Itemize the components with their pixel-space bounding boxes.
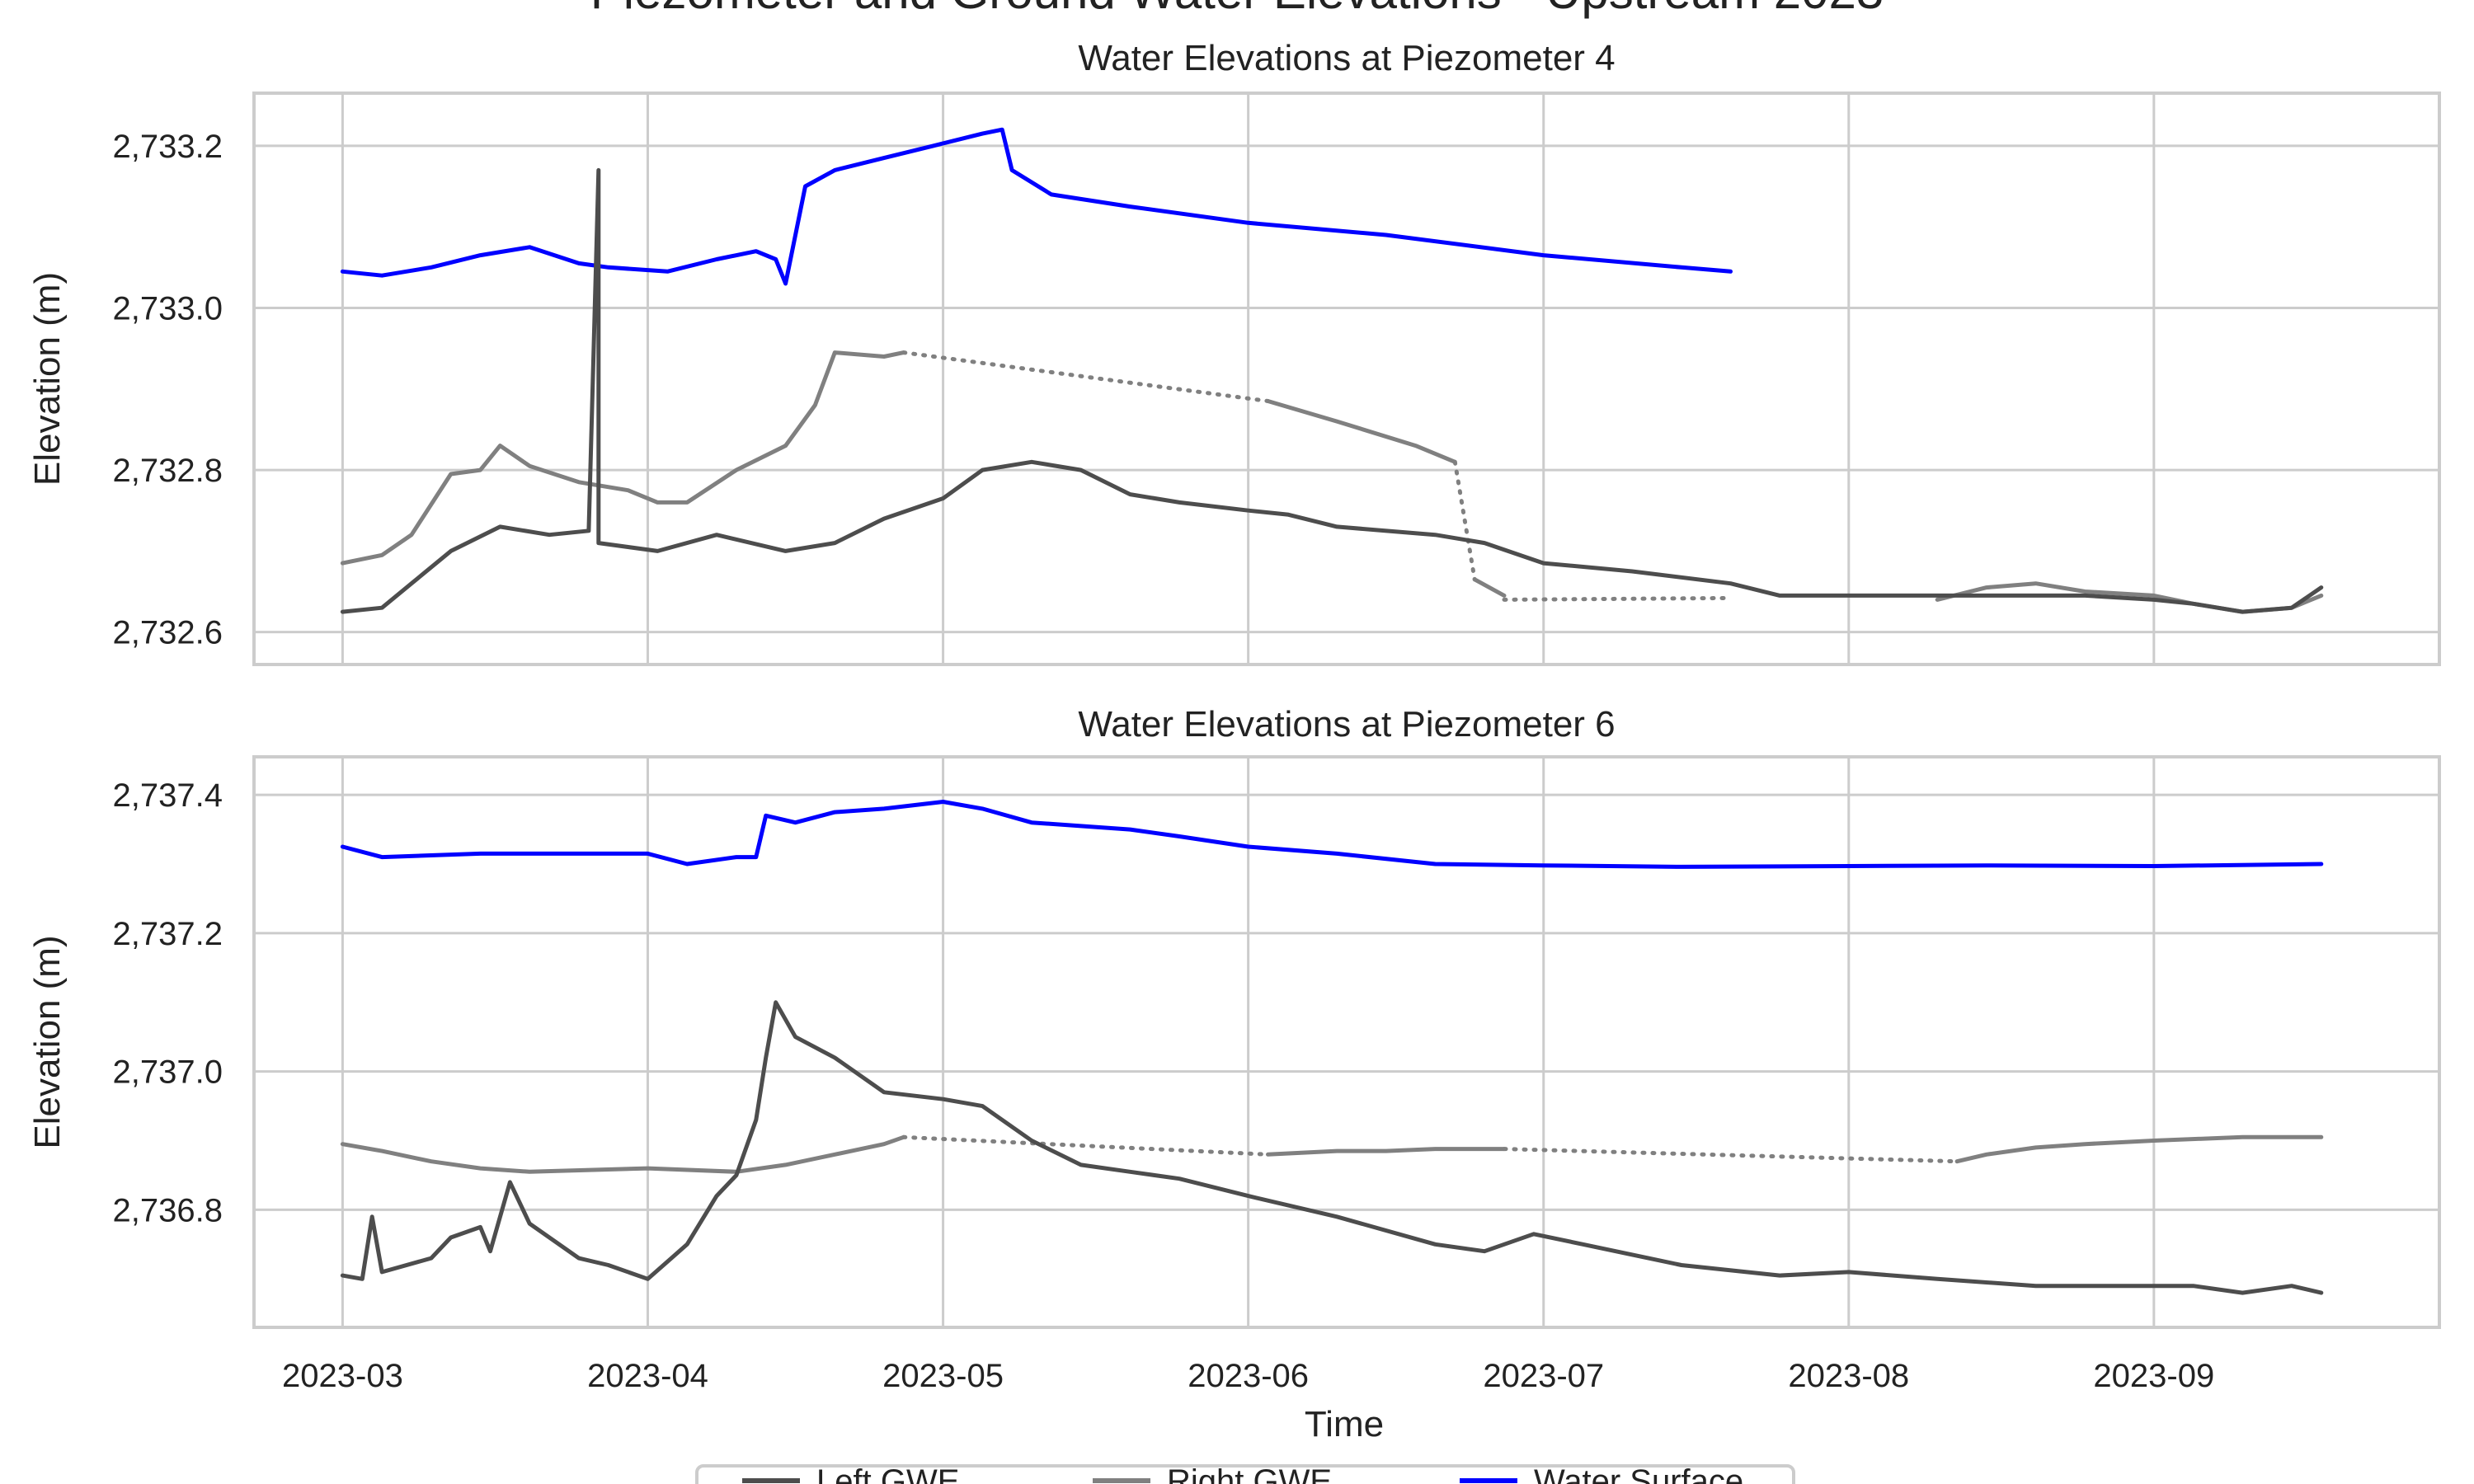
x-tick-label: 2023-03 [282,1358,403,1394]
x-tick-label: 2023-07 [1483,1358,1604,1394]
axes-frame [252,92,2441,666]
x-tick-label: 2023-04 [587,1358,708,1394]
panel-title: Water Elevations at Piezometer 4 [1078,38,1615,78]
y-tick-label: 2,733.0 [113,290,223,326]
series-line-right-gwe [340,1134,906,1174]
series-line-right-gwe [1266,1147,1507,1157]
series-line-right-gwe-gap [1502,1147,1959,1164]
series-line-right-gwe [1954,1134,2324,1164]
series-line-right-gwe [1266,399,1457,464]
series-line-right-gwe-gap [901,1134,1270,1157]
y-axis-label: Elevation (m) [27,272,68,486]
legend-label: Left GWE [816,1463,959,1484]
y-tick-label: 2,732.8 [113,453,223,489]
x-tick-label: 2023-09 [2093,1358,2214,1394]
series-line-right-gwe-gap [1502,595,1733,602]
x-tick-label: 2023-08 [1788,1358,1909,1394]
x-tick-label: 2023-06 [1188,1358,1309,1394]
figure-suptitle: Piezometer and Ground Water Elevations -… [590,0,1884,19]
axes-frame [252,755,2441,1329]
legend-label: Water Surface [1534,1463,1743,1484]
series-line-right-gwe-gap [1452,459,1477,582]
series-line-left-gwe [340,167,2324,614]
series-line-right-gwe-gap [901,350,1270,403]
x-tick-label: 2023-05 [882,1358,1004,1394]
series-line-left-gwe [340,1000,2324,1295]
y-tick-label: 2,737.0 [113,1054,223,1091]
y-tick-label: 2,736.8 [113,1192,223,1228]
y-axis-label: Elevation (m) [27,935,68,1148]
panel-2: 2,736.8 2,737.0 2,737.2 2,737.4 2023-03 2023-… [27,704,2441,1394]
series-line-water-surface [340,127,1733,286]
panel-title: Water Elevations at Piezometer 6 [1078,704,1615,744]
series-line-right-gwe [1472,577,1507,598]
y-tick-label: 2,737.4 [113,777,223,814]
series-line-right-gwe [340,350,906,566]
y-tick-label: 2,732.6 [113,615,223,651]
panel-1: 2,732.6 2,732.8 2,733.0 2,733.2 Water Elevat… [27,38,2441,666]
y-tick-label: 2,737.2 [113,916,223,952]
panels: 2,732.6 2,732.8 2,733.0 2,733.2 Water Elevat… [27,38,2441,1394]
x-axis-label: Time [1305,1404,1384,1444]
legend: Left GWE Right GWE Water Surface [695,1463,1795,1484]
series-line-water-surface [340,800,2324,869]
y-tick-label: 2,733.2 [113,129,223,165]
legend-label: Right GWE [1167,1463,1332,1484]
legend-box [695,1464,1795,1484]
